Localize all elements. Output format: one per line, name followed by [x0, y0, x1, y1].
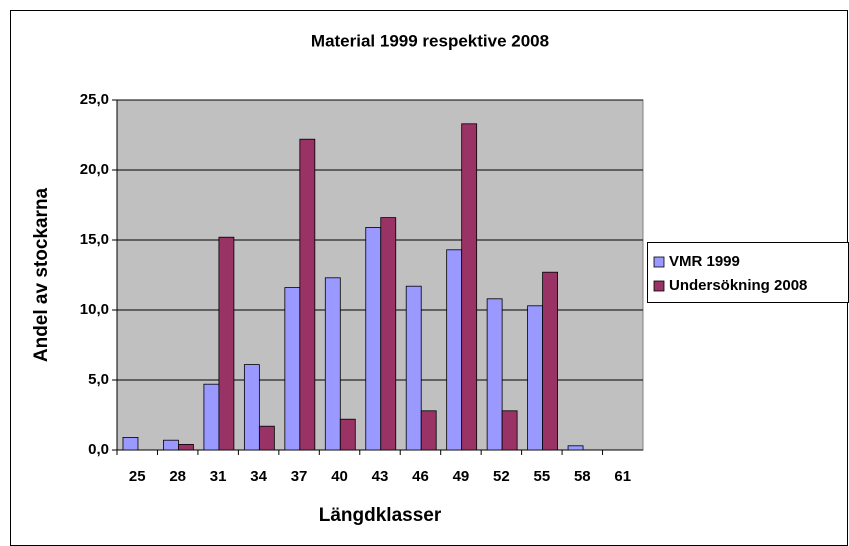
bar — [122, 436, 139, 451]
bar — [365, 226, 382, 451]
y-tick-label: 5,0 — [88, 371, 109, 388]
x-tick-label: 34 — [250, 468, 267, 485]
y-tick-label: 15,0 — [80, 231, 109, 248]
legend-box — [647, 242, 849, 303]
bar — [486, 298, 503, 451]
y-tick-label: 20,0 — [80, 161, 109, 178]
bar — [258, 425, 275, 451]
y-tick-label: 0,0 — [88, 441, 109, 458]
x-tick-label: 55 — [534, 468, 551, 485]
x-tick-label: 37 — [291, 468, 308, 485]
bar — [567, 445, 584, 451]
chart-title: Material 1999 respektive 2008 — [311, 31, 549, 50]
x-tick-label: 52 — [493, 468, 510, 485]
bar — [203, 383, 220, 451]
legend-label: Undersökning 2008 — [669, 277, 807, 294]
x-tick-label: 40 — [331, 468, 348, 485]
bar — [163, 439, 179, 451]
bar — [542, 271, 558, 451]
bar — [299, 138, 316, 451]
bar — [339, 418, 356, 451]
bar — [501, 410, 518, 451]
bar — [446, 249, 463, 451]
x-tick-label: 49 — [453, 468, 470, 485]
legend-swatch — [653, 256, 665, 268]
x-tick-label: 43 — [372, 468, 389, 485]
bar — [405, 285, 422, 451]
bar — [243, 364, 260, 451]
y-tick-label: 10,0 — [80, 301, 109, 318]
bar — [380, 217, 397, 451]
bar — [527, 305, 543, 451]
legend-swatch — [653, 280, 665, 292]
x-tick-label: 31 — [210, 468, 227, 485]
y-tick-label: 25,0 — [80, 91, 109, 108]
x-axis-label: Längdklasser — [319, 505, 442, 526]
y-axis-label: Andel av stockarna — [31, 187, 52, 362]
bar — [461, 123, 478, 451]
legend-label: VMR 1999 — [669, 253, 740, 270]
x-tick-label: 46 — [412, 468, 429, 485]
x-tick-label: 28 — [169, 468, 186, 485]
bar — [324, 277, 341, 451]
x-tick-label: 61 — [614, 468, 631, 485]
bar — [420, 410, 437, 451]
bar — [178, 443, 194, 451]
x-tick-label: 25 — [129, 468, 146, 485]
x-tick-label: 58 — [574, 468, 591, 485]
bar — [284, 287, 301, 451]
bar — [218, 236, 235, 451]
